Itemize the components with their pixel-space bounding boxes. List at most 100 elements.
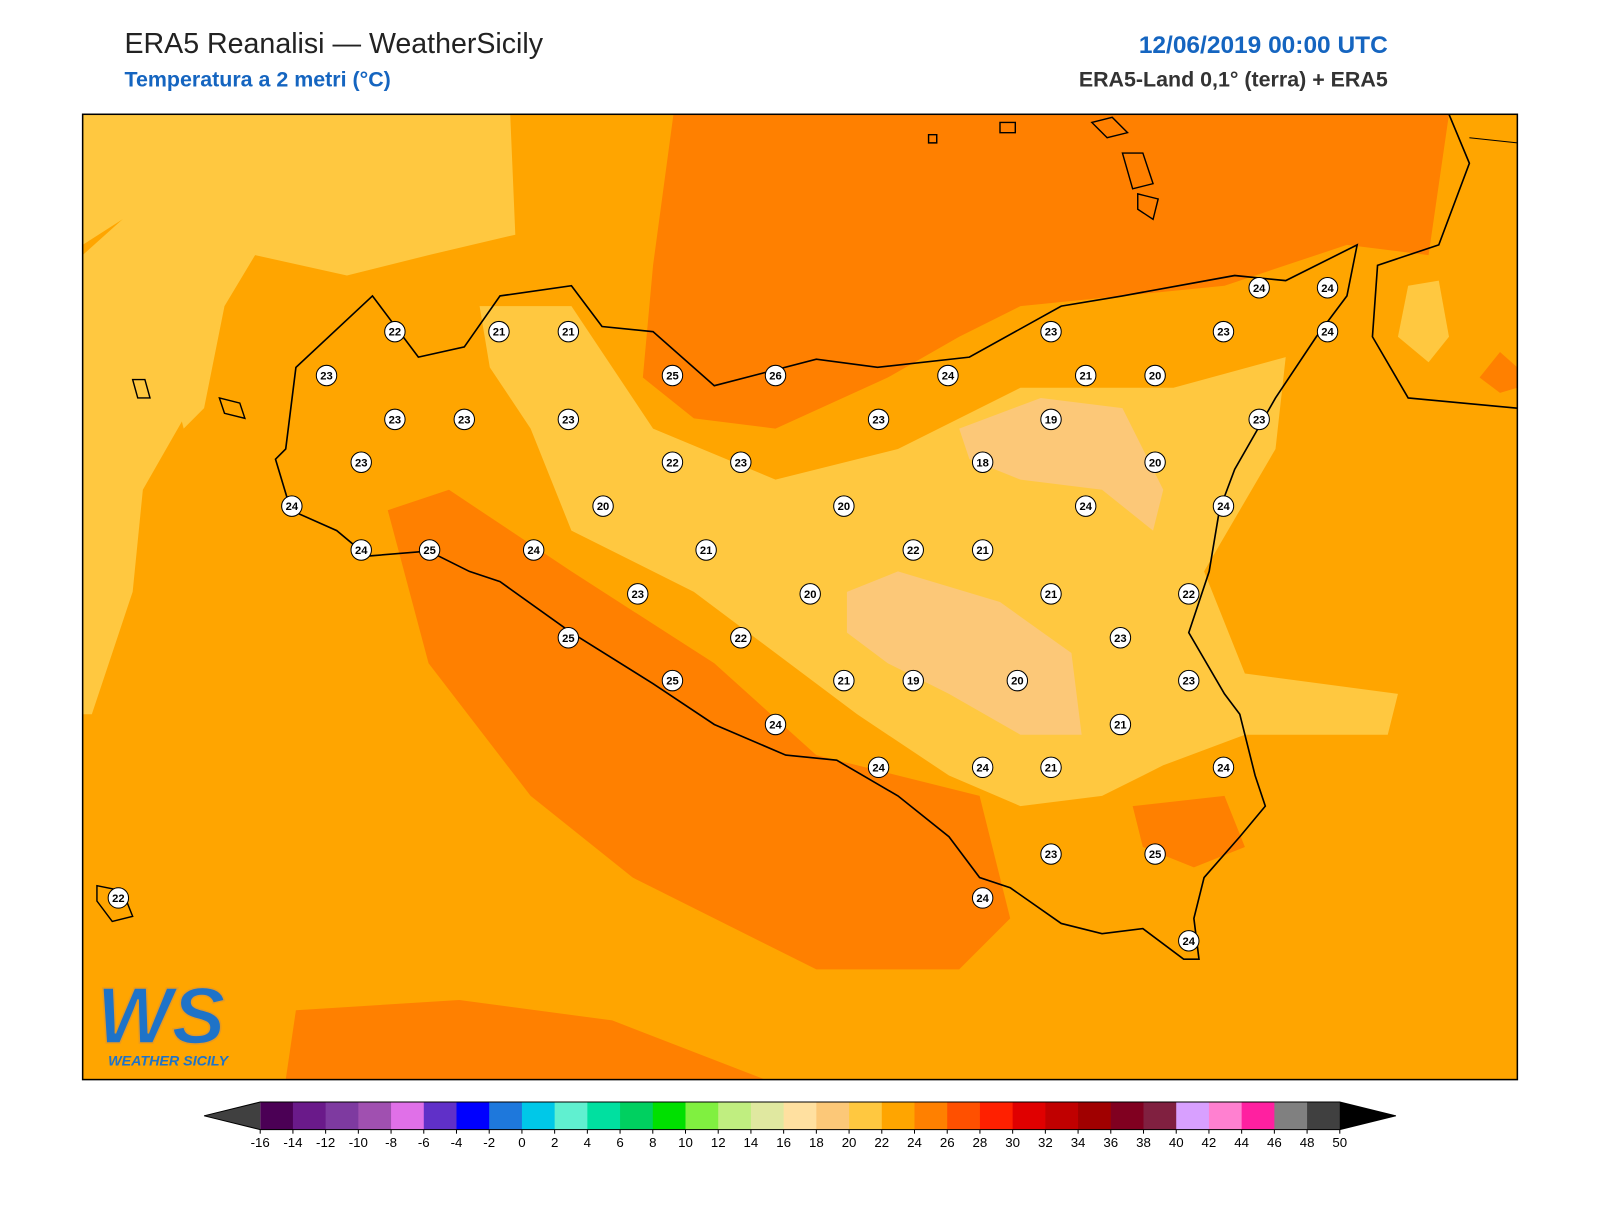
colorbar-tick-label: 24 [907,1135,922,1150]
station-marker [1144,451,1166,473]
colorbar-segment [1143,1102,1177,1130]
station-marker [695,539,717,561]
station-marker [661,364,684,387]
station-marker [488,320,510,343]
station-marker [418,539,441,561]
station: 20 [1144,364,1166,387]
station-value: 23 [562,414,574,426]
colorbar-tick-label: 8 [649,1135,656,1150]
station: 23 [1109,627,1132,649]
station: 20 [1144,451,1166,473]
station-marker [1248,408,1270,431]
colorbar-segment [489,1102,523,1130]
colorbar-tick-label: -2 [483,1135,495,1150]
colorbar-tick-label: 32 [1038,1135,1053,1150]
station-value: 23 [1114,633,1126,645]
station-value: 19 [1045,414,1057,426]
station-value: 20 [1149,371,1161,383]
station-value: 24 [286,501,299,513]
station-value: 25 [423,545,435,557]
colorbar-tick-label: -12 [316,1135,335,1150]
colorbar-segment [456,1102,490,1130]
station-value: 23 [320,371,332,383]
station-value: 24 [976,762,989,774]
station-marker [1040,756,1062,779]
station: 23 [384,408,406,431]
station-value: 24 [1321,283,1334,295]
station-marker [1040,408,1062,431]
station-marker [557,320,580,343]
colorbar-tick-label: -16 [251,1135,270,1150]
station: 21 [833,669,855,692]
station-value: 23 [1045,849,1057,861]
station-value: 20 [1011,676,1023,688]
station: 24 [937,364,959,387]
station-marker [937,364,959,387]
station-value: 20 [804,589,816,601]
station-value: 24 [872,762,885,774]
station-marker [1109,713,1132,736]
colorbar-tick-label: 28 [973,1135,988,1150]
colorbar-segment [881,1102,916,1130]
colorbar-segment [325,1102,359,1130]
colorbar-segment [358,1102,392,1130]
station-value: 23 [1217,327,1229,339]
datetime: 12/06/2019 00:00 UTC [1139,32,1388,59]
logo-name: WEATHER SICILY [108,1053,229,1069]
station-marker [971,887,994,909]
station-marker [592,495,614,517]
station-marker [1006,669,1029,692]
station-marker [764,713,787,736]
colorbar-segment [1208,1102,1243,1130]
station-value: 25 [666,371,678,383]
station: 24 [522,539,545,561]
contour [82,114,516,429]
subtitle: Temperatura a 2 metri (°C) [124,68,390,92]
station-value: 24 [1079,501,1092,513]
contour [959,397,1164,531]
station-marker [107,887,130,909]
station-marker [902,539,924,561]
station-marker [1075,364,1097,387]
station-value: 26 [769,371,781,383]
station: 21 [695,539,717,561]
station: 23 [315,364,338,387]
title: ERA5 Reanalisi — WeatherSicily [124,28,543,60]
colorbar-tick-label: 12 [711,1135,726,1150]
station: 24 [1178,930,1200,952]
station: 19 [1040,408,1062,431]
contour [387,489,1011,970]
station: 20 [1006,669,1029,692]
colorbar-tick-label: -10 [349,1135,368,1150]
station-value: 24 [942,371,955,383]
station-marker [971,756,994,779]
station-marker [902,669,924,692]
station: 24 [971,887,994,909]
station: 22 [384,320,406,343]
station-marker [1212,756,1235,779]
station-marker [730,627,752,649]
station: 26 [764,364,787,387]
station-marker [384,320,406,343]
station-value: 22 [735,633,747,645]
colorbar-segment [979,1102,1014,1130]
station-marker [350,539,372,561]
station-value: 20 [838,501,850,513]
station: 21 [971,539,994,561]
colorbar-tick-label: 4 [584,1135,591,1150]
colorbar-tick-label: 22 [874,1135,889,1150]
station-marker [764,364,787,387]
station-value: 20 [1149,457,1161,469]
station-value: 22 [907,545,919,557]
colorbar-tick-label: 2 [551,1135,558,1150]
colorbar-under [204,1102,261,1130]
station: 24 [350,539,372,561]
station-marker [1109,627,1132,649]
colorbar-tick-label: 36 [1103,1135,1118,1150]
station: 23 [1040,320,1062,343]
colorbar-segment [1274,1102,1308,1130]
contour [285,1000,766,1080]
colorbar-segment [1307,1102,1341,1130]
station: 19 [902,669,924,692]
